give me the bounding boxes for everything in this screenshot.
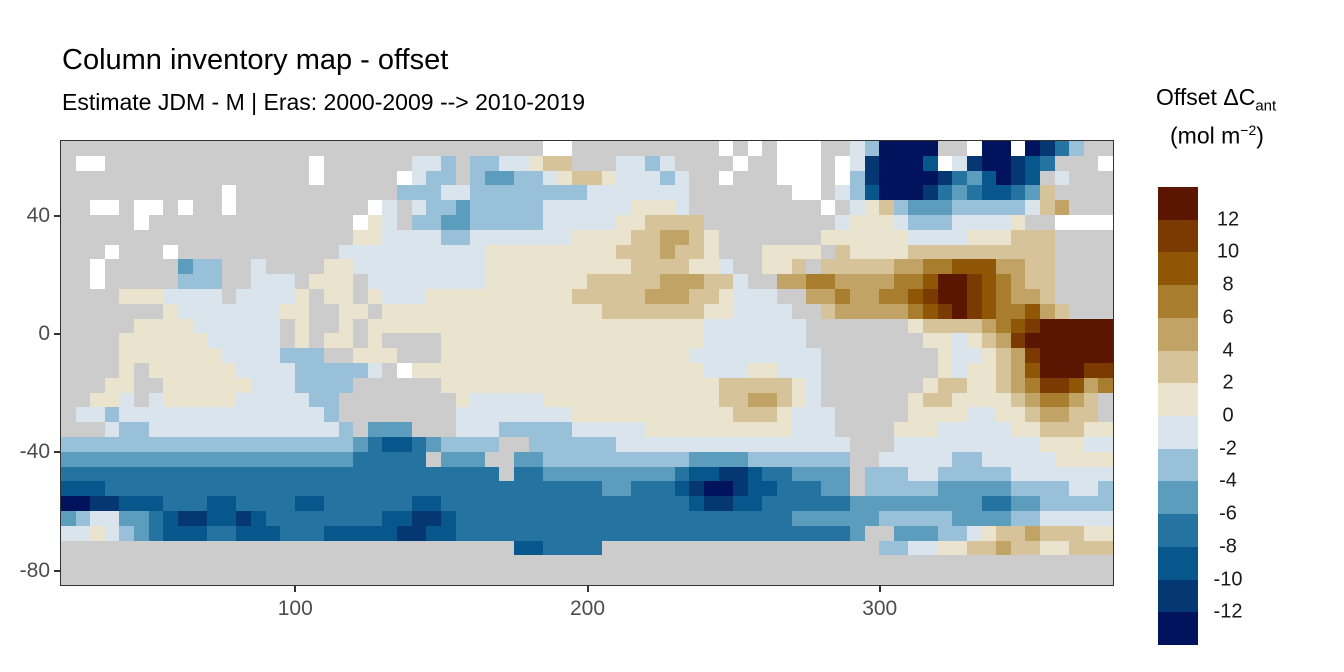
- plot-panel: [60, 140, 1114, 586]
- x-axis-tick-label: 100: [277, 596, 313, 620]
- legend-band: [1158, 416, 1198, 449]
- legend-title: Offset ΔCant: [1156, 84, 1276, 115]
- y-axis-tick: [54, 451, 60, 454]
- legend-band: [1158, 285, 1198, 318]
- legend-band: [1158, 546, 1198, 580]
- map-canvas: [61, 141, 1113, 585]
- legend-band: [1158, 383, 1198, 417]
- legend-tick-label: -2: [1219, 437, 1237, 460]
- legend-band: [1158, 252, 1198, 286]
- plot-title: Column inventory map - offset: [62, 44, 449, 76]
- legend-tick-label: -10: [1213, 568, 1243, 591]
- legend-band: [1158, 579, 1198, 613]
- legend-tick-label: 10: [1216, 240, 1240, 263]
- legend-units: (mol m−2): [1170, 122, 1264, 150]
- legend-tick-label: 4: [1222, 339, 1234, 362]
- legend-units-exponent: −2: [1240, 122, 1257, 138]
- legend-band: [1158, 317, 1198, 351]
- legend-tick-label: 6: [1222, 306, 1234, 329]
- legend-tick-label: -4: [1219, 469, 1237, 492]
- legend-tick-label: 2: [1222, 371, 1234, 394]
- legend-tick-label: 12: [1216, 208, 1240, 231]
- x-axis-tick: [294, 585, 297, 592]
- legend-band: [1158, 219, 1198, 253]
- plot-subtitle: Estimate JDM - M | Eras: 2000-2009 --> 2…: [62, 89, 586, 115]
- x-axis-tick: [878, 585, 881, 592]
- legend-band: [1158, 481, 1198, 515]
- legend-band: [1158, 350, 1198, 384]
- legend-title-text: Offset ΔC: [1156, 84, 1256, 110]
- legend-units-open: (mol m: [1170, 122, 1241, 149]
- legend-band: [1158, 514, 1198, 547]
- y-axis-tick: [54, 332, 60, 335]
- legend-colorbar: [1158, 187, 1198, 646]
- legend-tick-label: -12: [1213, 600, 1243, 623]
- legend-band: [1158, 612, 1198, 646]
- legend-tick-label: -8: [1219, 535, 1237, 558]
- legend-tick-label: 0: [1222, 404, 1234, 427]
- legend-band: [1158, 448, 1198, 482]
- y-axis-tick-label: 40: [26, 203, 50, 227]
- y-axis-tick: [54, 214, 60, 217]
- y-axis-tick-label: -40: [19, 440, 50, 464]
- legend-units-close: ): [1256, 122, 1264, 149]
- legend-title-subscript: ant: [1255, 97, 1277, 115]
- legend-tick-label: -6: [1219, 502, 1237, 525]
- y-axis-tick-label: 0: [38, 321, 50, 345]
- y-axis-tick-label: -80: [19, 558, 50, 582]
- x-axis-tick-label: 300: [862, 596, 898, 620]
- legend-tick-label: 8: [1222, 273, 1234, 296]
- legend-band: [1158, 187, 1198, 220]
- x-axis-tick-label: 200: [569, 596, 606, 620]
- y-axis-tick: [54, 569, 60, 572]
- x-axis-tick: [586, 585, 589, 592]
